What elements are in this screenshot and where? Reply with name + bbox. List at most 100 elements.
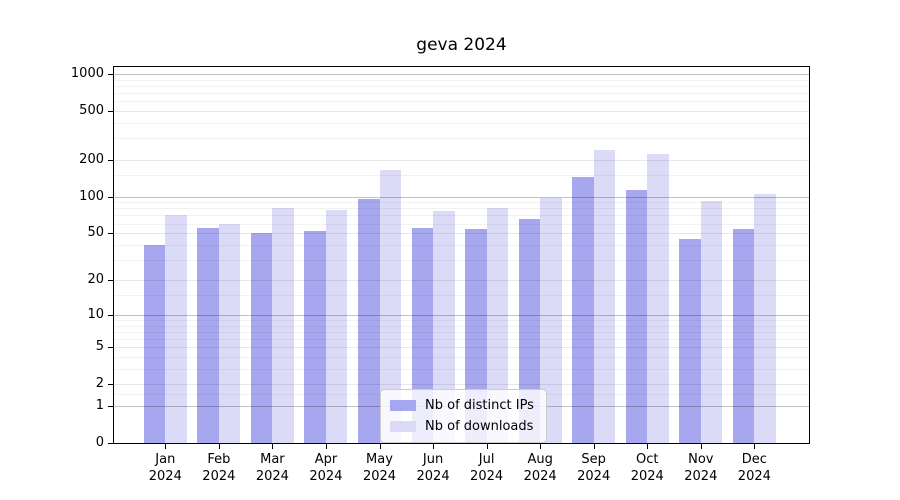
x-tick-sep <box>593 444 595 449</box>
bar-downloads-jul <box>486 208 509 443</box>
y-tick-0 <box>108 443 113 444</box>
x-tick-may <box>379 444 381 449</box>
minor-gridline-15 <box>114 295 809 296</box>
bar-downloads-may <box>379 169 401 443</box>
y-tick-200 <box>108 159 113 161</box>
gridline-2 <box>114 384 809 386</box>
x-tick-label-jun: Jun 2024 <box>416 452 450 484</box>
minor-gridline-800 <box>114 86 809 88</box>
minor-gridline-80 <box>114 208 809 210</box>
minor-gridline-70 <box>114 215 809 217</box>
legend-swatch-downloads <box>390 421 416 432</box>
x-tick-label-apr: Apr 2024 <box>309 452 343 484</box>
minor-gridline-90 <box>114 202 809 204</box>
x-tick-mar <box>272 444 274 449</box>
y-tick-label-500: 500 <box>79 103 104 119</box>
y-tick-label-50: 50 <box>87 225 104 241</box>
gridline-10 <box>114 315 809 316</box>
bar-downloads-feb <box>218 223 241 443</box>
minor-gridline-900 <box>114 79 809 81</box>
bar-distinct-ips-aug <box>518 218 541 443</box>
x-tick-label-dec: Dec 2024 <box>737 452 771 484</box>
gridline-50 <box>114 233 809 235</box>
y-tick-label-0: 0 <box>95 435 104 450</box>
bar-distinct-ips-sep <box>572 177 594 443</box>
y-tick-label-20: 20 <box>87 272 104 288</box>
bar-downloads-oct <box>647 154 669 443</box>
minor-gridline-9 <box>114 320 809 322</box>
bar-distinct-ips-apr <box>304 231 326 443</box>
x-tick-label-sep: Sep 2024 <box>577 452 611 484</box>
y-tick-10 <box>108 315 113 316</box>
minor-gridline-7 <box>114 332 809 333</box>
x-tick-label-oct: Oct 2024 <box>630 452 664 484</box>
y-tick-100 <box>108 196 113 198</box>
x-tick-label-aug: Aug 2024 <box>523 452 557 484</box>
y-tick-1000 <box>108 74 113 76</box>
x-tick-aug <box>540 444 542 449</box>
x-tick-label-jan: Jan 2024 <box>148 452 182 484</box>
x-tick-label-mar: Mar 2024 <box>255 452 289 484</box>
x-tick-label-may: May 2024 <box>362 452 397 484</box>
bar-distinct-ips-nov <box>679 238 701 443</box>
gridline-20 <box>114 280 809 282</box>
minor-gridline-6 <box>114 339 809 341</box>
x-tick-jan <box>165 444 167 449</box>
minor-gridline-3 <box>114 369 809 370</box>
legend-item-distinct-ips: Nb of distinct IPs <box>390 397 534 414</box>
y-tick-5 <box>108 347 113 349</box>
legend-swatch-distinct-ips <box>390 400 416 411</box>
x-tick-jul <box>486 444 488 449</box>
y-tick-label-100: 100 <box>79 188 104 204</box>
y-tick-label-1: 1 <box>95 398 104 413</box>
bar-downloads-mar <box>272 208 294 443</box>
bar-downloads-sep <box>593 150 616 443</box>
bar-distinct-ips-oct <box>625 190 648 443</box>
y-tick-label-2: 2 <box>95 376 104 392</box>
bar-downloads-nov <box>700 200 723 443</box>
x-tick-feb <box>218 444 220 449</box>
gridline-200 <box>114 159 809 161</box>
minor-gridline-700 <box>114 93 809 95</box>
minor-gridline-40 <box>114 244 809 246</box>
minor-gridline-400 <box>114 123 809 125</box>
bar-downloads-aug <box>540 198 562 443</box>
plot-area: Nb of distinct IPs Nb of downloads <box>113 66 810 444</box>
bar-distinct-ips-mar <box>250 233 273 443</box>
y-tick-500 <box>108 111 113 113</box>
bar-distinct-ips-feb <box>197 228 219 443</box>
bar-distinct-ips-jan <box>143 244 166 443</box>
bar-downloads-apr <box>325 210 348 443</box>
y-tick-20 <box>108 280 113 282</box>
y-tick-label-10: 10 <box>87 307 104 322</box>
y-tick-1 <box>108 406 113 407</box>
x-tick-oct <box>647 444 649 449</box>
x-tick-apr <box>325 444 327 449</box>
chart-title: geva 2024 <box>416 35 507 55</box>
legend-item-downloads: Nb of downloads <box>390 418 534 435</box>
gridline-1000 <box>114 74 809 76</box>
bar-distinct-ips-may <box>358 198 380 443</box>
minor-gridline-150 <box>114 175 809 177</box>
x-tick-jun <box>433 444 435 449</box>
bar-downloads-jan <box>165 214 187 443</box>
bar-downloads-dec <box>754 193 776 443</box>
bar-downloads-jun <box>433 211 455 443</box>
minor-gridline-600 <box>114 101 809 103</box>
legend-label-downloads: Nb of downloads <box>425 419 534 434</box>
legend: Nb of distinct IPs Nb of downloads <box>380 389 547 443</box>
minor-gridline-60 <box>114 223 809 225</box>
y-tick-label-1000: 1000 <box>70 66 104 82</box>
minor-gridline-30 <box>114 259 809 261</box>
minor-gridline-300 <box>114 138 809 140</box>
bar-distinct-ips-dec <box>732 229 755 443</box>
y-tick-label-200: 200 <box>79 151 104 167</box>
x-tick-label-nov: Nov 2024 <box>684 452 718 484</box>
x-tick-dec <box>754 444 756 449</box>
x-tick-label-feb: Feb 2024 <box>202 452 236 484</box>
x-tick-nov <box>700 444 702 449</box>
minor-gridline-4 <box>114 357 809 359</box>
legend-label-distinct-ips: Nb of distinct IPs <box>425 398 534 413</box>
x-tick-label-jul: Jul 2024 <box>470 452 504 484</box>
